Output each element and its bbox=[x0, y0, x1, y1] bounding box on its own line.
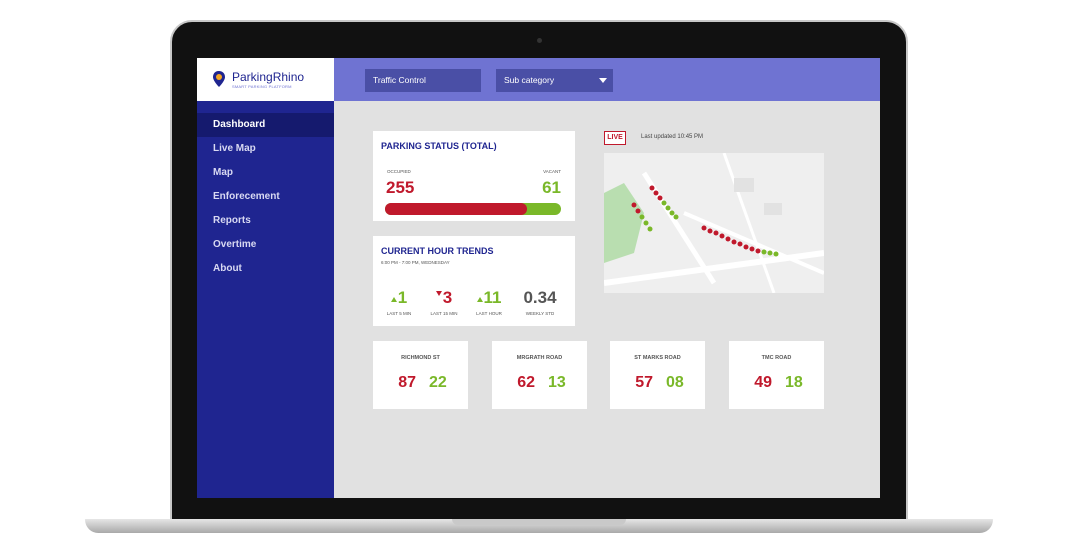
label: OCCUPIED bbox=[387, 169, 411, 174]
dropdown-caret bbox=[599, 78, 607, 83]
road-occupied: 57 bbox=[635, 374, 653, 391]
logo-name: ParkingRhino bbox=[232, 70, 305, 84]
logo[interactable]: ParkingRhino SMART PARKING PLATFORM bbox=[197, 58, 334, 101]
trends-card: CURRENT HOUR TRENDS 6:00 PM - 7:00 PM, W… bbox=[373, 236, 575, 326]
trend: 1 bbox=[369, 288, 429, 308]
road-card[interactable]: MRGRATH ROAD 62 13 bbox=[492, 341, 587, 409]
last-updated: Last updated 10:45 PM bbox=[641, 134, 704, 140]
nav-item[interactable]: Overtime bbox=[213, 239, 257, 250]
dropdown[interactable]: Traffic Control bbox=[365, 69, 481, 92]
road-name: RICHMOND ST bbox=[401, 355, 440, 361]
nav-item[interactable]: Map bbox=[213, 167, 233, 178]
road-vacant: 13 bbox=[548, 374, 566, 391]
occupied-value: 255 bbox=[386, 178, 415, 197]
road-occupied: 87 bbox=[398, 374, 416, 391]
card-title: CURRENT HOUR TRENDS bbox=[381, 246, 494, 256]
nav-item[interactable]: Enforecement bbox=[213, 191, 280, 202]
card-subtitle: 6:00 PM - 7:00 PM, WEDNESDAY bbox=[381, 260, 450, 265]
road-name: TMC ROAD bbox=[761, 355, 792, 361]
nav-item[interactable]: Live Map bbox=[213, 143, 256, 154]
laptop-base bbox=[85, 519, 993, 533]
trend: 0.34 bbox=[510, 288, 570, 308]
trend-value: 11 bbox=[483, 288, 502, 307]
trend: 3 bbox=[414, 288, 474, 308]
trend-value: 0.34 bbox=[523, 288, 557, 307]
arrow-shape bbox=[476, 297, 483, 302]
trend-arrow bbox=[435, 291, 442, 296]
trend-arrow bbox=[476, 297, 483, 302]
trend: 11 bbox=[459, 288, 519, 308]
road-card[interactable]: RICHMOND ST 87 22 bbox=[373, 341, 468, 409]
nav-item[interactable]: About bbox=[213, 263, 242, 274]
road-name: ST MARKS ROAD bbox=[634, 355, 681, 361]
road-occupied: 49 bbox=[754, 374, 772, 391]
occupied-segment bbox=[385, 203, 528, 215]
trend-label: LAST 5 MIN bbox=[386, 311, 412, 316]
vacant-value: 61 bbox=[542, 178, 561, 197]
label: VACANT bbox=[543, 169, 561, 174]
nav-item[interactable]: Dashboard bbox=[197, 113, 334, 137]
screen: ParkingRhino SMART PARKING PLATFORM Dash… bbox=[197, 58, 880, 498]
header: Traffic Control Sub category bbox=[334, 58, 880, 101]
dropdown-label: Sub category bbox=[504, 75, 555, 85]
nav-item[interactable]: Reports bbox=[213, 215, 251, 226]
road-card[interactable]: TMC ROAD 49 18 bbox=[729, 341, 824, 409]
card-title: PARKING STATUS (TOTAL) bbox=[381, 141, 497, 151]
road-vacant: 22 bbox=[429, 374, 447, 391]
road-name: MRGRATH ROAD bbox=[516, 355, 563, 361]
trend-value: 3 bbox=[442, 288, 453, 307]
arrow-shape bbox=[390, 297, 397, 302]
road-occupied: 62 bbox=[517, 374, 535, 391]
road-vacant: 18 bbox=[785, 374, 803, 391]
road-card[interactable]: ST MARKS ROAD 57 08 bbox=[610, 341, 705, 409]
dropdown[interactable]: Sub category bbox=[496, 69, 613, 92]
trend-arrow bbox=[390, 297, 397, 302]
sidebar: Dashboard Live Map Map Enforecement Reports O… bbox=[197, 101, 334, 498]
road-vacant: 08 bbox=[666, 374, 684, 391]
arrow-shape bbox=[435, 291, 442, 296]
trend-label: LAST 15 MIN bbox=[430, 311, 458, 316]
laptop-notch bbox=[452, 519, 626, 525]
logo-icon bbox=[213, 71, 225, 87]
trend-label: LAST HOUR bbox=[476, 311, 502, 316]
logo-tagline: SMART PARKING PLATFORM bbox=[232, 84, 292, 89]
map[interactable] bbox=[604, 153, 824, 293]
parking-status-card: PARKING STATUS (TOTAL) OCCUPIED 255 VACA… bbox=[373, 131, 575, 221]
road-cards: RICHMOND ST 87 22 MRGRATH ROAD 62 13 ST MARKS … bbox=[197, 58, 880, 498]
camera bbox=[537, 38, 542, 43]
occupancy-bar bbox=[385, 203, 561, 215]
live-badge: LIVE bbox=[604, 131, 626, 145]
trend-label: WEEKLY STD bbox=[525, 311, 555, 316]
trend-value: 1 bbox=[397, 288, 408, 307]
